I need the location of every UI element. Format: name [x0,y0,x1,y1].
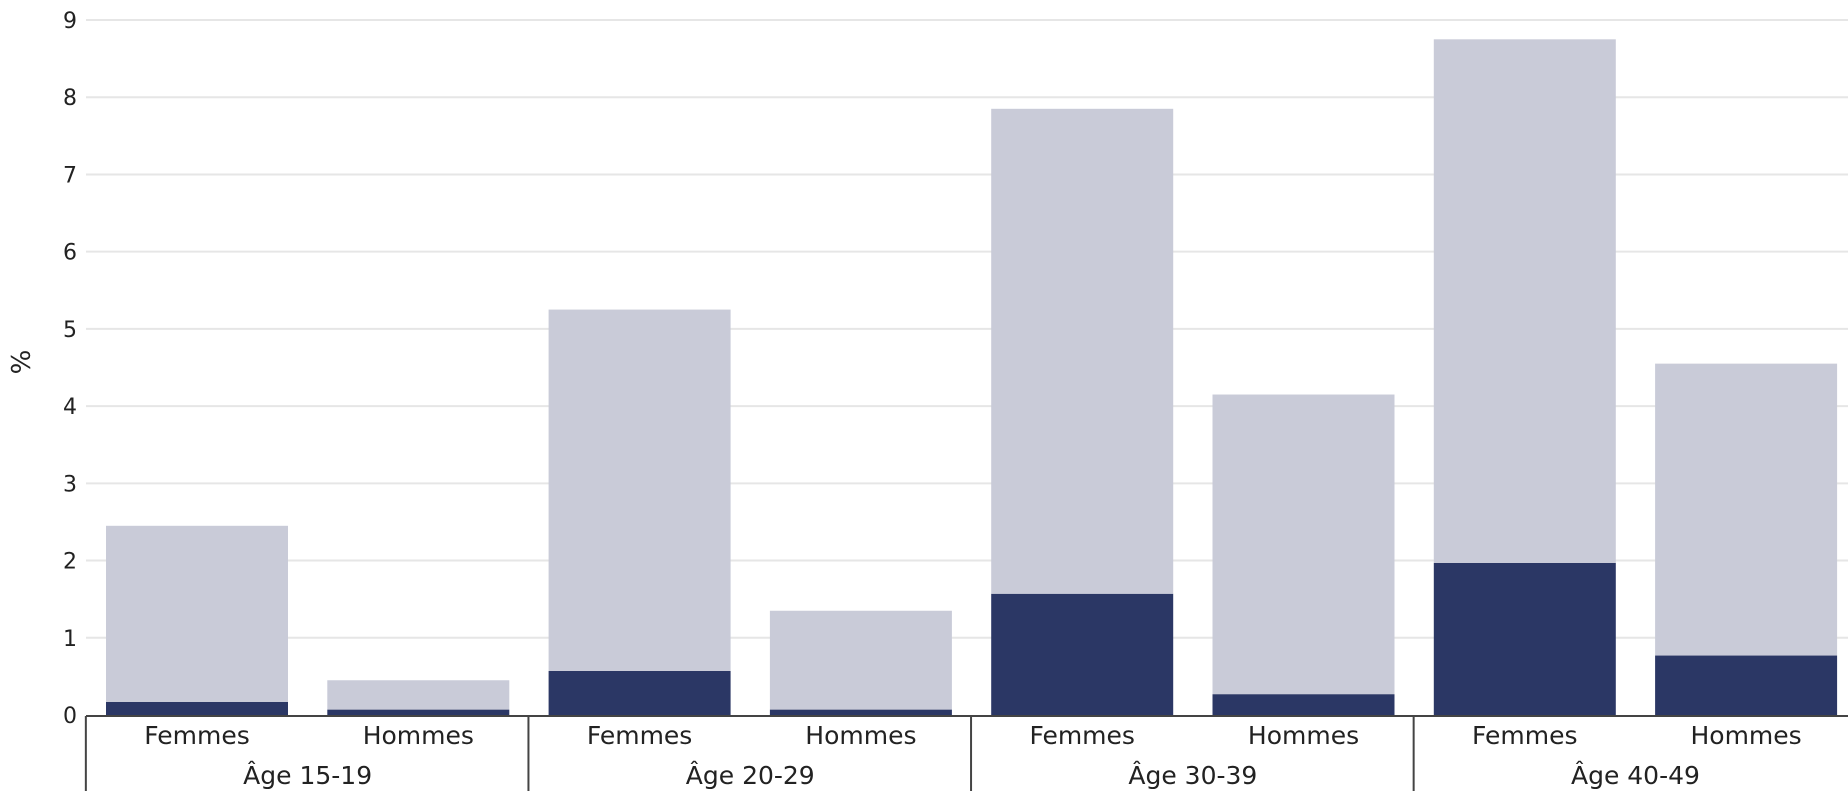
y-tick-label: 1 [63,627,77,652]
y-tick-label: 2 [63,550,77,575]
y-tick-labels: 0 1 2 3 4 5 6 7 8 9 [63,9,77,729]
bar-segment-âge-15-19-hommes-s1 [327,680,510,710]
y-tick-label: 0 [63,704,77,729]
grid-lines [86,19,1848,639]
bar-segment-âge-40-49-hommes-s1 [1655,363,1838,656]
bar-segment-âge-40-49-femmes-s1 [1433,39,1616,563]
bar-segment-âge-20-29-hommes-s0 [769,709,952,715]
x-subcategory-label: Hommes [1248,721,1359,750]
x-subcategory-label: Hommes [363,721,474,750]
y-tick-label: 5 [63,318,77,343]
y-axis-label: % [7,350,37,375]
x-subcategory-label: Hommes [805,721,916,750]
bar-segment-âge-15-19-hommes-s0 [327,709,510,715]
bars [106,39,1838,715]
x-group-label: Âge 20-29 [686,761,815,790]
bar-segment-âge-40-49-hommes-s0 [1655,655,1838,715]
bar-segment-âge-20-29-hommes-s1 [769,610,952,710]
x-group-label: Âge 30-39 [1128,761,1257,790]
x-subcategory-label: Femmes [1029,721,1135,750]
y-tick-label: 7 [63,163,77,188]
x-subcategory-label: Hommes [1690,721,1801,750]
x-subcategory-label: Femmes [1472,721,1578,750]
bar-segment-âge-15-19-femmes-s1 [106,525,288,702]
y-tick-label: 9 [63,9,77,34]
bar-segment-âge-30-39-femmes-s1 [991,108,1174,594]
bar-segment-âge-30-39-hommes-s0 [1212,694,1395,715]
y-tick-label: 6 [63,241,77,266]
y-tick-label: 8 [63,86,77,111]
x-subcategory-label: Femmes [144,721,250,750]
x-category-labels: Femmes Hommes Femmes Hommes Femmes Hommes Femm… [84,716,1802,791]
y-tick-label: 4 [63,395,77,420]
bar-segment-âge-40-49-femmes-s0 [1433,562,1616,715]
bar-segment-âge-20-29-femmes-s1 [548,309,731,671]
x-group-label: Âge 40-49 [1571,761,1700,790]
x-group-label: Âge 15-19 [243,761,372,790]
x-subcategory-label: Femmes [587,721,693,750]
bar-segment-âge-15-19-femmes-s0 [106,701,288,715]
bar-segment-âge-20-29-femmes-s0 [548,670,731,715]
y-tick-label: 3 [63,472,77,497]
bar-segment-âge-30-39-hommes-s1 [1212,394,1395,695]
bar-segment-âge-30-39-femmes-s0 [991,593,1174,715]
